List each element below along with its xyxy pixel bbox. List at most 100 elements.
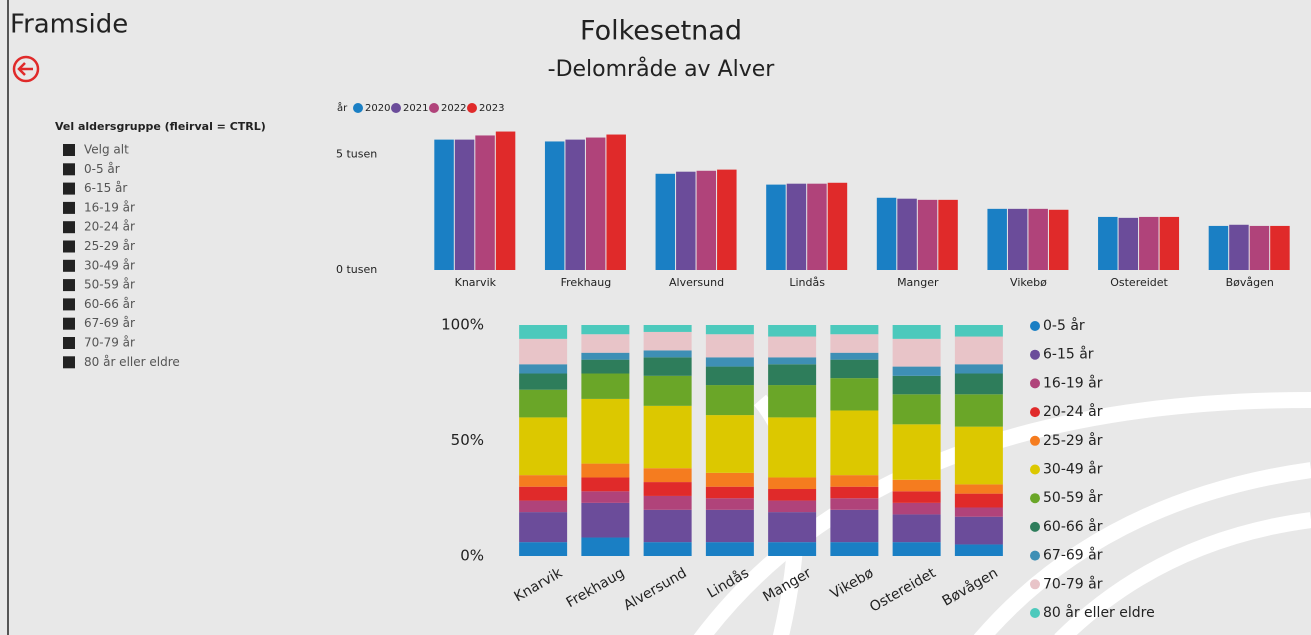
- page-title: Framside: [10, 10, 128, 40]
- bar-segment: [705, 385, 754, 416]
- x-tick-label: Alversund: [669, 276, 724, 289]
- bar-segment: [519, 512, 568, 543]
- slicer-item[interactable]: 25-29 år: [63, 239, 135, 253]
- slicer-item[interactable]: 60-66 år: [63, 297, 135, 311]
- bar: [1007, 208, 1028, 270]
- bar-segment: [581, 463, 630, 478]
- bar-segment: [768, 512, 817, 543]
- slicer-item-label[interactable]: 70-79 år: [84, 336, 135, 350]
- slicer-item-label[interactable]: 67-69 år: [84, 316, 135, 330]
- chart-subtitle: -Delområde av Alver: [548, 56, 776, 82]
- x-tick-label: Bøvågen: [1226, 276, 1274, 289]
- bar-segment: [954, 507, 1003, 517]
- legend-label: 25-29 år: [1043, 432, 1103, 449]
- bar: [1118, 217, 1139, 270]
- slicer-item-label[interactable]: 0-5 år: [84, 162, 120, 176]
- slicer-item[interactable]: 70-79 år: [63, 336, 135, 350]
- bar-segment: [954, 325, 1003, 337]
- checkbox[interactable]: [63, 144, 75, 156]
- slicer-item-label[interactable]: 16-19 år: [84, 200, 135, 214]
- bar-segment: [705, 357, 754, 367]
- slicer-item[interactable]: 67-69 år: [63, 316, 135, 330]
- bar-segment: [519, 325, 568, 339]
- checkbox[interactable]: [63, 259, 75, 272]
- bar-segment: [768, 500, 817, 513]
- legend-label: 16-19 år: [1043, 374, 1103, 391]
- checkbox[interactable]: [63, 221, 75, 234]
- back-icon[interactable]: [12, 55, 40, 83]
- legend-marker: [1030, 493, 1040, 504]
- bar-segment: [705, 472, 754, 487]
- legend-marker: [353, 103, 363, 113]
- bar-segment: [581, 491, 630, 503]
- checkbox[interactable]: [63, 163, 75, 176]
- slicer-item-label[interactable]: 50-59 år: [84, 278, 135, 292]
- checkbox[interactable]: [63, 356, 75, 369]
- checkbox[interactable]: [63, 298, 75, 311]
- bar-segment: [892, 394, 941, 425]
- x-tick-label: Vikebø: [1010, 276, 1047, 289]
- checkbox[interactable]: [63, 201, 75, 214]
- slicer-item[interactable]: 6-15 år: [63, 181, 127, 195]
- bar-segment: [954, 364, 1003, 374]
- bar-segment: [643, 542, 692, 556]
- bar-segment: [892, 491, 941, 503]
- legend-label: 67-69 år: [1043, 547, 1103, 564]
- y-tick-label: 50%: [451, 431, 484, 449]
- checkbox[interactable]: [63, 240, 75, 253]
- back-button[interactable]: [12, 55, 40, 83]
- bar-segment: [643, 495, 692, 510]
- arc: [1054, 512, 1311, 635]
- bar: [696, 170, 717, 270]
- x-tick-label: Frekhaug: [561, 276, 612, 289]
- bar: [807, 183, 827, 270]
- checkbox[interactable]: [63, 337, 75, 349]
- bar-segment: [705, 498, 754, 510]
- slicer-item-label[interactable]: 6-15 år: [84, 181, 127, 195]
- slicer-item[interactable]: 30-49 år: [63, 258, 135, 272]
- slicer-item[interactable]: 20-24 år: [63, 220, 135, 234]
- bar-segment: [892, 502, 941, 515]
- slicer-item[interactable]: 80 år eller eldre: [63, 355, 180, 369]
- bar: [1028, 208, 1048, 270]
- bar-segment: [705, 542, 754, 556]
- legend-label: 50-59 år: [1043, 489, 1103, 506]
- bar-segment: [768, 477, 817, 490]
- bar-segment: [643, 375, 692, 406]
- checkbox[interactable]: [63, 279, 75, 292]
- bar-segment: [768, 357, 817, 365]
- slicer-item[interactable]: 0-5 år: [63, 162, 120, 176]
- bar-segment: [705, 486, 754, 499]
- slicer-item-label[interactable]: 80 år eller eldre: [84, 355, 180, 369]
- checkbox[interactable]: [63, 182, 75, 195]
- legend-label: 2023: [479, 103, 504, 114]
- bar-segment: [768, 417, 817, 478]
- bar-segment: [830, 352, 879, 360]
- slicer-item[interactable]: 16-19 år: [63, 200, 135, 214]
- bar-segment: [830, 486, 879, 499]
- legend-marker: [429, 103, 439, 113]
- bar-segment: [892, 424, 941, 480]
- bar-segment: [581, 398, 630, 464]
- slicer-item-label[interactable]: 60-66 år: [84, 297, 135, 311]
- legend-label: 2022: [441, 103, 466, 114]
- legend-marker: [1030, 435, 1040, 446]
- bar: [786, 183, 807, 270]
- slicer-item-label[interactable]: 30-49 år: [84, 258, 135, 272]
- bar: [717, 169, 737, 270]
- slicer-item[interactable]: Velg alt: [63, 143, 129, 157]
- bar-segment: [581, 359, 630, 374]
- checkbox[interactable]: [63, 317, 75, 330]
- slicer-item-label[interactable]: 20-24 år: [84, 220, 135, 234]
- bar-segment: [768, 336, 817, 358]
- bar-segment: [519, 475, 568, 487]
- legend-label: 80 år eller eldre: [1043, 604, 1155, 621]
- slicer-item[interactable]: 50-59 år: [63, 278, 135, 292]
- legend-marker: [1030, 464, 1040, 475]
- back-arrow[interactable]: [17, 62, 33, 76]
- slicer-item-label[interactable]: 25-29 år: [84, 239, 135, 253]
- bar-segment: [519, 542, 568, 556]
- bar-segment: [954, 336, 1003, 365]
- slicer-item-label[interactable]: Velg alt: [84, 143, 129, 157]
- bar-segment: [830, 410, 879, 476]
